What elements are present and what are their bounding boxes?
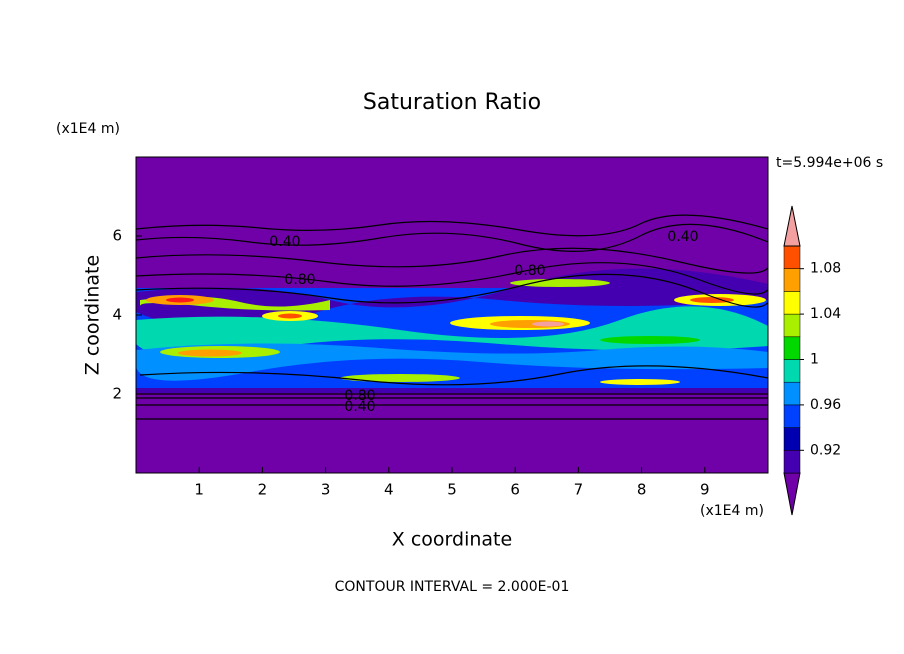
contour-label: 0.80 bbox=[284, 272, 315, 288]
y-tick-label: 2 bbox=[112, 385, 122, 403]
contour-label: 0.40 bbox=[344, 399, 375, 415]
colorbar-band bbox=[783, 268, 801, 292]
colorbar-band bbox=[783, 381, 801, 406]
footer: CONTOUR INTERVAL = 2.000E-01 bbox=[335, 579, 570, 595]
y-unit: (x1E4 m) bbox=[56, 121, 120, 137]
colorbar-band bbox=[783, 313, 801, 338]
time-label: t=5.994e+06 s bbox=[776, 155, 883, 171]
colorbar-band bbox=[783, 427, 801, 451]
contour-label: 0.40 bbox=[269, 234, 300, 250]
colorbar-tick-label: 1.08 bbox=[810, 261, 841, 277]
x-tick-label: 4 bbox=[384, 481, 394, 499]
colorbar-tick-label: 1 bbox=[810, 352, 819, 368]
y-tick-label: 4 bbox=[112, 306, 122, 324]
colorbar-band bbox=[783, 359, 801, 383]
x-axis-label: X coordinate bbox=[392, 529, 512, 551]
x-tick-label: 1 bbox=[194, 481, 204, 499]
colorbar-tick-label: 1.04 bbox=[810, 306, 841, 322]
x-tick-label: 6 bbox=[510, 481, 520, 499]
y-axis-label: Z coordinate bbox=[82, 255, 104, 375]
contour-label: 0.80 bbox=[514, 263, 545, 279]
colorbar-band bbox=[783, 245, 801, 269]
colorbar-band bbox=[783, 404, 801, 428]
y-tick-label: 6 bbox=[112, 227, 122, 245]
chart-title: Saturation Ratio bbox=[363, 90, 541, 115]
colorbar-band bbox=[783, 450, 801, 474]
x-tick-label: 7 bbox=[574, 481, 584, 499]
colorbar-over bbox=[783, 205, 801, 247]
colorbar-tick-label: 0.92 bbox=[810, 442, 841, 458]
x-tick-label: 2 bbox=[258, 481, 268, 499]
colorbar-band bbox=[783, 291, 801, 315]
contour-label: 0.40 bbox=[667, 229, 698, 245]
x-tick-label: 8 bbox=[637, 481, 647, 499]
contour-field bbox=[135, 156, 769, 474]
colorbar-band bbox=[783, 336, 801, 360]
x-tick-label: 5 bbox=[447, 481, 457, 499]
colorbar-tick-label: 0.96 bbox=[810, 397, 841, 413]
x-tick-label: 9 bbox=[700, 481, 710, 499]
colorbar-under bbox=[783, 472, 801, 516]
x-tick-label: 3 bbox=[321, 481, 331, 499]
x-unit: (x1E4 m) bbox=[700, 503, 764, 519]
contour-label: 0.80 bbox=[344, 388, 375, 404]
